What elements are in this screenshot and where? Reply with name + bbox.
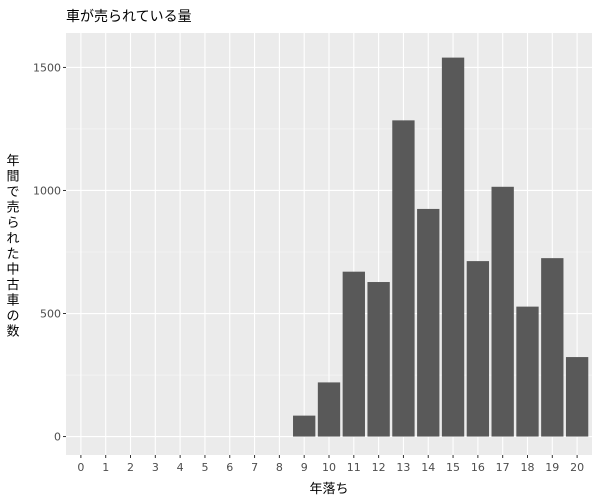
bar-18	[516, 306, 539, 437]
x-tick-label: 9	[301, 461, 308, 474]
x-axis-title: 年落ち	[309, 482, 348, 497]
bar-16	[466, 261, 490, 437]
bars	[293, 57, 589, 437]
x-tick-label: 14	[421, 461, 435, 474]
y-axis-title-char: 売	[6, 200, 19, 216]
bar-20	[565, 357, 589, 437]
bar-19	[541, 258, 564, 437]
y-axis-title-char: で	[6, 185, 19, 200]
x-tick-label: 2	[127, 461, 134, 474]
x-tick-label: 20	[570, 461, 584, 474]
x-axis: 0 1 2 3 4 5 6 7 8 9 10 11 12 13 14 15 16 17 18 19 20	[77, 455, 584, 474]
x-tick-label: 0	[77, 461, 84, 474]
y-axis-title-char: 車	[6, 294, 19, 309]
chart-title: 車が売られている量	[66, 8, 192, 25]
x-tick-label: 8	[276, 461, 283, 474]
x-tick-label: 19	[545, 461, 559, 474]
x-tick-label: 1	[102, 461, 109, 474]
bar-12	[367, 282, 390, 437]
x-tick-label: 4	[177, 461, 184, 474]
y-axis-title-char: 間	[6, 170, 19, 185]
y-axis: 0 500 1000 1500	[33, 61, 66, 444]
y-axis-title-char: 年	[6, 154, 19, 169]
y-axis-title-char: れ	[6, 232, 19, 247]
y-tick-label: 1500	[33, 61, 61, 74]
bar-11	[342, 271, 365, 437]
x-tick-label: 12	[372, 461, 386, 474]
y-axis-title-char: 中	[6, 263, 19, 278]
x-tick-label: 5	[201, 461, 208, 474]
x-tick-label: 13	[396, 461, 410, 474]
bar-10	[317, 382, 341, 437]
x-tick-label: 10	[322, 461, 336, 474]
bar-9	[293, 415, 316, 437]
y-tick-label: 0	[54, 431, 61, 444]
y-axis-title-char: 古	[6, 278, 19, 293]
y-tick-label: 1000	[33, 184, 61, 197]
x-tick-label: 6	[226, 461, 233, 474]
x-tick-label: 11	[347, 461, 361, 474]
y-axis-title-char: た	[6, 247, 19, 262]
y-tick-label: 500	[40, 308, 61, 321]
x-tick-label: 17	[496, 461, 510, 474]
bar-15	[441, 57, 465, 437]
x-tick-label: 16	[471, 461, 485, 474]
bar-17	[491, 186, 514, 437]
y-axis-title-char: 数	[6, 325, 19, 340]
x-tick-label: 3	[152, 461, 159, 474]
x-tick-label: 15	[446, 461, 460, 474]
bar-13	[392, 120, 415, 437]
y-axis-title-char: の	[6, 309, 19, 324]
x-tick-label: 7	[251, 461, 258, 474]
bar-14	[417, 208, 440, 437]
y-axis-title-char: ら	[6, 216, 19, 231]
x-tick-label: 18	[520, 461, 534, 474]
